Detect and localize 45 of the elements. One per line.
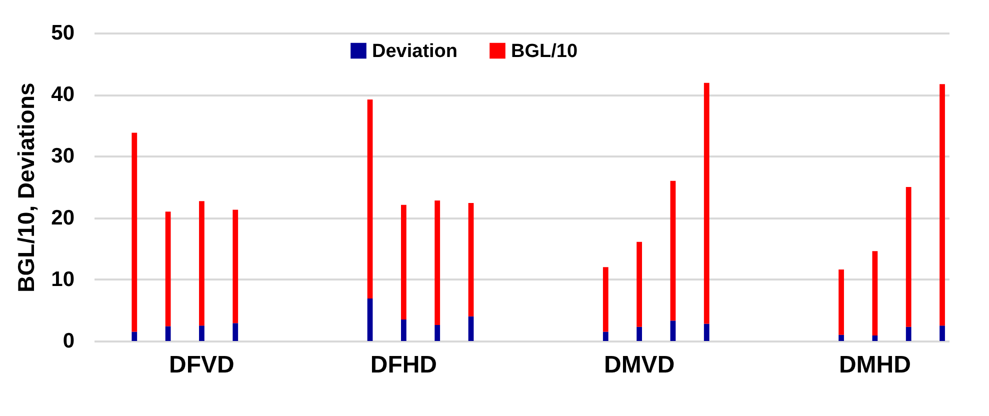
bar: [232, 210, 238, 324]
bar: [232, 323, 238, 341]
bar: [199, 326, 204, 341]
bar: [940, 326, 945, 341]
y-tick-label: 0: [62, 330, 74, 352]
bar: [940, 84, 945, 326]
legend-label: BGL/10: [511, 40, 578, 62]
bar: [165, 326, 171, 341]
legend-label: Deviation: [372, 40, 458, 62]
bar: [434, 200, 440, 325]
y-tick-label: 40: [51, 83, 74, 106]
bar: [602, 332, 608, 341]
y-axis-title: BGL/10, Deviations: [13, 82, 40, 292]
bar: [636, 242, 642, 327]
bar: [199, 201, 204, 326]
y-tick-label: 20: [51, 206, 74, 230]
bar: [434, 324, 440, 341]
bar: [602, 267, 608, 332]
x-tick-label: DFHD: [370, 352, 438, 378]
bar: [872, 335, 878, 341]
bar: [636, 326, 642, 341]
bar: [367, 100, 373, 298]
bar: [132, 132, 138, 332]
bar: [468, 203, 474, 316]
bar: [838, 334, 844, 341]
bar: [468, 316, 474, 341]
x-tick-label: DFVD: [169, 352, 234, 378]
bar: [704, 82, 710, 324]
bar: [872, 251, 878, 336]
bar: [400, 204, 406, 320]
bar: [165, 212, 171, 326]
bar: [132, 332, 138, 341]
bar: [704, 324, 710, 341]
bar: [367, 298, 373, 341]
y-tick-label: 50: [51, 22, 74, 44]
y-tick-label: 30: [51, 144, 74, 168]
bar: [906, 187, 912, 327]
bar: [906, 326, 912, 341]
x-tick-label: DMVD: [604, 352, 675, 378]
bar: [400, 319, 406, 341]
bar: [670, 180, 676, 321]
bar: [838, 270, 844, 335]
y-tick-label: 10: [51, 268, 74, 291]
bar: [670, 320, 676, 341]
x-tick-label: DMHD: [838, 352, 911, 378]
